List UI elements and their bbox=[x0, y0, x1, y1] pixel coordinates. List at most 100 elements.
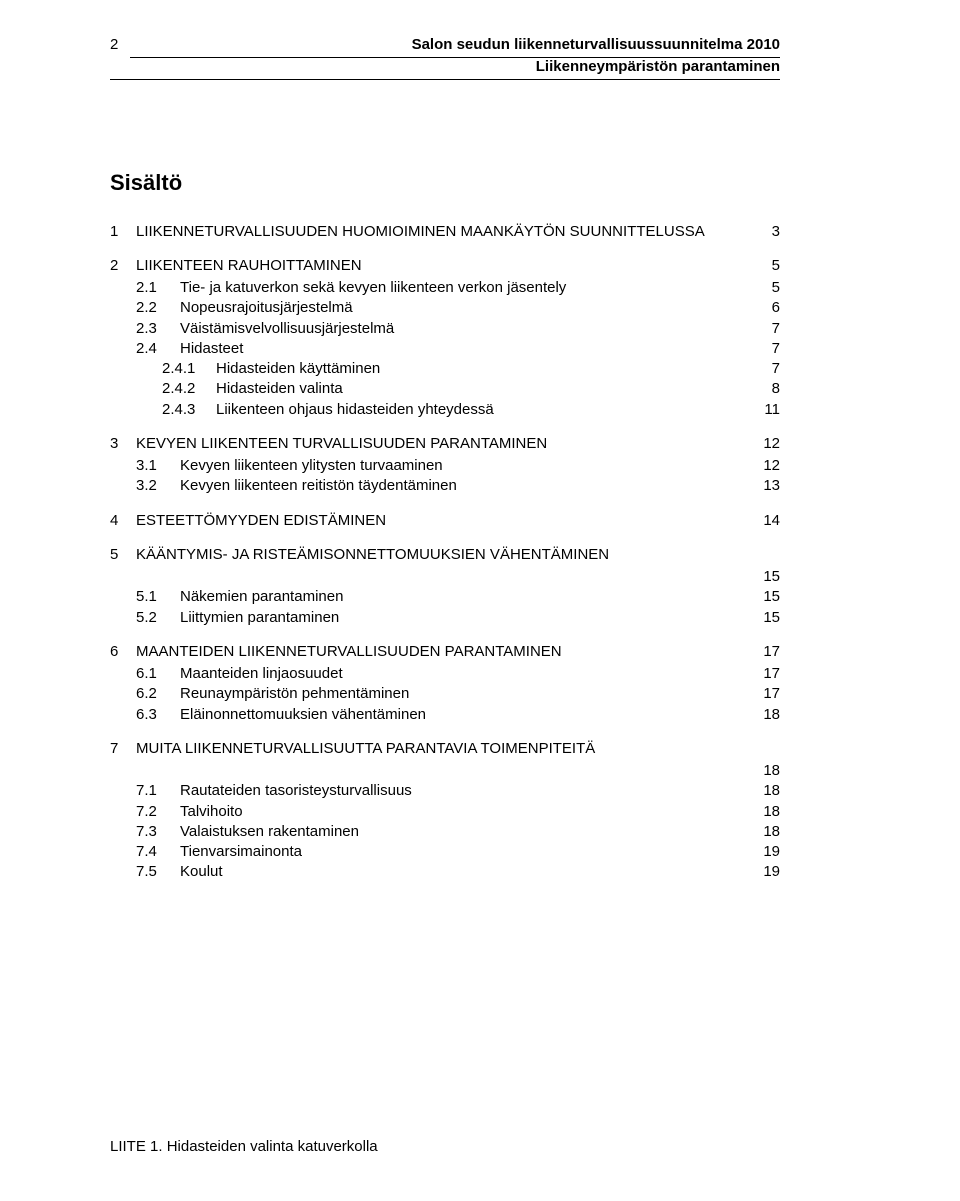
toc-number: 2.2 bbox=[110, 298, 180, 318]
toc-page: 7 bbox=[750, 359, 780, 379]
toc-row: 3.1Kevyen liikenteen ylitysten turvaamin… bbox=[110, 456, 780, 476]
toc-number: 7 bbox=[110, 739, 136, 759]
page-number: 2 bbox=[110, 36, 130, 53]
toc-row: 3KEVYEN LIIKENTEEN TURVALLISUUDEN PARANT… bbox=[110, 434, 780, 454]
toc-section: 6MAANTEIDEN LIIKENNETURVALLISUUDEN PARAN… bbox=[110, 642, 780, 725]
toc-row: 6.3Eläinonnettomuuksien vähentäminen18 bbox=[110, 705, 780, 725]
page-header: 2 Salon seudun liikenneturvallisuussuunn… bbox=[110, 36, 780, 77]
toc-page: 19 bbox=[750, 842, 780, 862]
content-area: Sisältö 1LIIKENNETURVALLISUUDEN HUOMIOIM… bbox=[110, 170, 780, 883]
toc-page: 15 bbox=[750, 608, 780, 628]
toc-page: 15 bbox=[750, 587, 780, 607]
toc-label: Hidasteiden valinta bbox=[216, 379, 750, 399]
toc-row: 2.3Väistämisvelvollisuusjärjestelmä7 bbox=[110, 319, 780, 339]
toc-label: Valaistuksen rakentaminen bbox=[180, 822, 750, 842]
toc-row: 2.4.2Hidasteiden valinta8 bbox=[110, 379, 780, 399]
toc-row: 5.1Näkemien parantaminen15 bbox=[110, 587, 780, 607]
toc-number: 6 bbox=[110, 642, 136, 662]
toc-label: Liikenteen ohjaus hidasteiden yhteydessä bbox=[216, 400, 750, 420]
toc-number: 2 bbox=[110, 256, 136, 276]
toc-row: 6.1Maanteiden linjaosuudet17 bbox=[110, 664, 780, 684]
toc-label: Tie- ja katuverkon sekä kevyen liikentee… bbox=[180, 278, 750, 298]
toc-page: 5 bbox=[750, 256, 780, 276]
header-rule-2 bbox=[110, 79, 780, 80]
toc-page: 5 bbox=[750, 278, 780, 298]
footer-appendix: LIITE 1. Hidasteiden valinta katuverkoll… bbox=[110, 1138, 378, 1155]
toc-row: 3.2Kevyen liikenteen reitistön täydentäm… bbox=[110, 476, 780, 496]
toc-number: 7.3 bbox=[110, 822, 180, 842]
toc-label: Kevyen liikenteen reitistön täydentämine… bbox=[180, 476, 750, 496]
toc-page: 18 bbox=[750, 705, 780, 725]
toc-label: KEVYEN LIIKENTEEN TURVALLISUUDEN PARANTA… bbox=[136, 434, 750, 454]
toc-number: 2.3 bbox=[110, 319, 180, 339]
toc-number: 5 bbox=[110, 545, 136, 565]
toc-label: MUITA LIIKENNETURVALLISUUTTA PARANTAVIA … bbox=[136, 739, 780, 759]
toc-page: 11 bbox=[750, 400, 780, 420]
toc-page: 7 bbox=[750, 339, 780, 359]
toc-number: 5.2 bbox=[110, 608, 180, 628]
toc-number: 3 bbox=[110, 434, 136, 454]
toc-row: 2.1Tie- ja katuverkon sekä kevyen liiken… bbox=[110, 278, 780, 298]
toc-row: 5KÄÄNTYMIS- JA RISTEÄMISONNETTOMUUKSIEN … bbox=[110, 545, 780, 565]
toc-number: 6.1 bbox=[110, 664, 180, 684]
toc-number: 2.4.1 bbox=[110, 359, 216, 379]
toc-row: 6.2Reunaympäristön pehmentäminen17 bbox=[110, 684, 780, 704]
toc-row: 18 bbox=[110, 761, 780, 781]
toc-label: KÄÄNTYMIS- JA RISTEÄMISONNETTOMUUKSIEN V… bbox=[136, 545, 780, 565]
toc-page: 18 bbox=[750, 802, 780, 822]
toc-section: 1LIIKENNETURVALLISUUDEN HUOMIOIMINEN MAA… bbox=[110, 222, 780, 242]
toc-label: Talvihoito bbox=[180, 802, 750, 822]
toc-section: 3KEVYEN LIIKENTEEN TURVALLISUUDEN PARANT… bbox=[110, 434, 780, 497]
toc-label: Nopeusrajoitusjärjestelmä bbox=[180, 298, 750, 318]
toc-page: 8 bbox=[750, 379, 780, 399]
toc-number: 1 bbox=[110, 222, 136, 242]
toc-page: 14 bbox=[750, 511, 780, 531]
toc-label: Kevyen liikenteen ylitysten turvaaminen bbox=[180, 456, 750, 476]
toc-number: 2.4.2 bbox=[110, 379, 216, 399]
toc-number: 7.5 bbox=[110, 862, 180, 882]
toc-label: Rautateiden tasoristeysturvallisuus bbox=[180, 781, 750, 801]
toc-row: 2LIIKENTEEN RAUHOITTAMINEN5 bbox=[110, 256, 780, 276]
toc-page: 17 bbox=[750, 684, 780, 704]
toc-page: 12 bbox=[750, 456, 780, 476]
toc-page: 12 bbox=[750, 434, 780, 454]
toc-row: 7.1Rautateiden tasoristeysturvallisuus18 bbox=[110, 781, 780, 801]
table-of-contents: 1LIIKENNETURVALLISUUDEN HUOMIOIMINEN MAA… bbox=[110, 222, 780, 883]
toc-label: Hidasteet bbox=[180, 339, 750, 359]
toc-section: 7MUITA LIIKENNETURVALLISUUTTA PARANTAVIA… bbox=[110, 739, 780, 883]
toc-label: Tienvarsimainonta bbox=[180, 842, 750, 862]
toc-number: 7.2 bbox=[110, 802, 180, 822]
toc-number: 7.4 bbox=[110, 842, 180, 862]
toc-heading: Sisältö bbox=[110, 170, 780, 196]
toc-page: 3 bbox=[750, 222, 780, 242]
toc-page: 15 bbox=[750, 567, 780, 587]
toc-row: 6MAANTEIDEN LIIKENNETURVALLISUUDEN PARAN… bbox=[110, 642, 780, 662]
toc-label: Eläinonnettomuuksien vähentäminen bbox=[180, 705, 750, 725]
toc-row: 7.2Talvihoito18 bbox=[110, 802, 780, 822]
toc-label: Väistämisvelvollisuusjärjestelmä bbox=[180, 319, 750, 339]
toc-label: Koulut bbox=[180, 862, 750, 882]
toc-page: 18 bbox=[750, 822, 780, 842]
toc-number: 2.4.3 bbox=[110, 400, 216, 420]
toc-label: Näkemien parantaminen bbox=[180, 587, 750, 607]
toc-number: 5.1 bbox=[110, 587, 180, 607]
toc-row: 7.3Valaistuksen rakentaminen18 bbox=[110, 822, 780, 842]
toc-section: 5KÄÄNTYMIS- JA RISTEÄMISONNETTOMUUKSIEN … bbox=[110, 545, 780, 628]
toc-label: LIIKENNETURVALLISUUDEN HUOMIOIMINEN MAAN… bbox=[136, 222, 750, 242]
toc-label: ESTEETTÖMYYDEN EDISTÄMINEN bbox=[136, 511, 750, 531]
toc-label: MAANTEIDEN LIIKENNETURVALLISUUDEN PARANT… bbox=[136, 642, 750, 662]
toc-page: 18 bbox=[750, 781, 780, 801]
toc-number: 3.2 bbox=[110, 476, 180, 496]
toc-row: 4ESTEETTÖMYYDEN EDISTÄMINEN14 bbox=[110, 511, 780, 531]
toc-row: 7MUITA LIIKENNETURVALLISUUTTA PARANTAVIA… bbox=[110, 739, 780, 759]
toc-label: Reunaympäristön pehmentäminen bbox=[180, 684, 750, 704]
header-title-line-2: Liikenneympäristön parantaminen bbox=[130, 58, 780, 77]
toc-row: 7.4Tienvarsimainonta19 bbox=[110, 842, 780, 862]
document-page: 2 Salon seudun liikenneturvallisuussuunn… bbox=[0, 0, 960, 1201]
toc-section: 4ESTEETTÖMYYDEN EDISTÄMINEN14 bbox=[110, 511, 780, 531]
toc-row: 1LIIKENNETURVALLISUUDEN HUOMIOIMINEN MAA… bbox=[110, 222, 780, 242]
toc-page: 18 bbox=[750, 761, 780, 781]
toc-number: 6.2 bbox=[110, 684, 180, 704]
toc-row: 2.4Hidasteet7 bbox=[110, 339, 780, 359]
toc-row: 7.5Koulut19 bbox=[110, 862, 780, 882]
